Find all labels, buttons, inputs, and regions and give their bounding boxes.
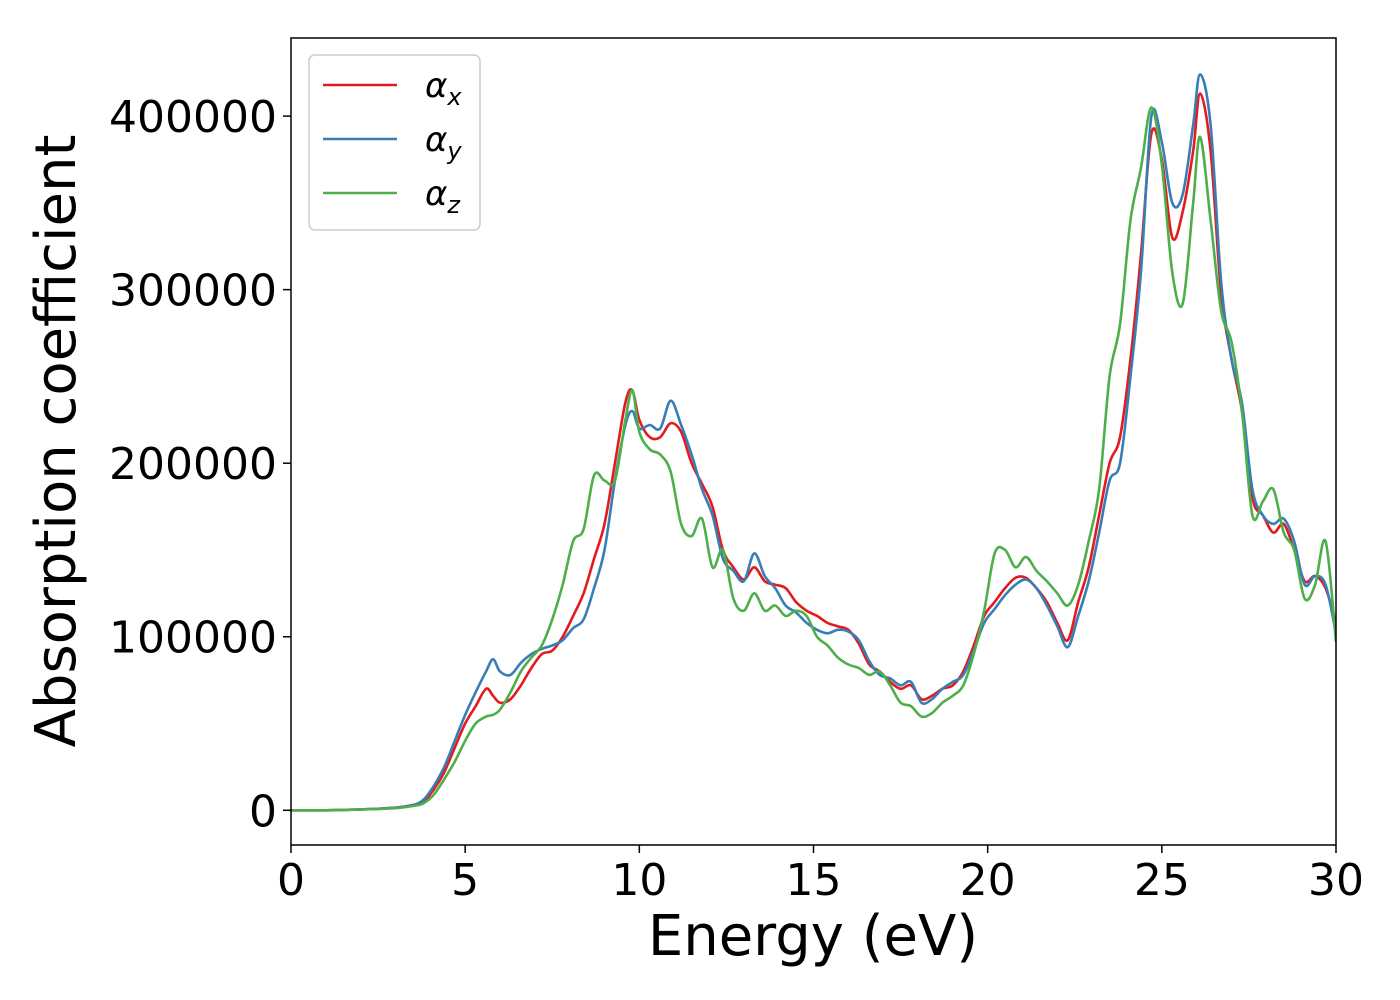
x-tick-label: 5 (451, 855, 479, 906)
y-axis: 0 100000 200000 300000 400000 (109, 92, 291, 837)
x-tick-label: 0 (277, 855, 305, 906)
x-axis: 0 5 10 15 20 25 30 (277, 845, 1364, 906)
x-tick-label: 30 (1308, 855, 1364, 906)
series-line-z (291, 106, 1336, 812)
series-line-y (291, 73, 1336, 812)
series-layer (291, 73, 1336, 812)
x-tick-label: 25 (1134, 855, 1190, 906)
x-tick-label: 15 (786, 855, 842, 906)
y-tick-label: 0 (249, 786, 277, 837)
x-tick-label: 20 (960, 855, 1016, 906)
legend-label-z: αz (425, 174, 461, 219)
legend-label-x: αx (425, 66, 462, 111)
x-axis-title: Energy (eV) (648, 904, 978, 969)
y-tick-label: 100000 (109, 613, 277, 664)
legend: αx αy αz (308, 54, 481, 231)
legend-label-y: αy (425, 120, 462, 165)
series-line-x (291, 92, 1336, 812)
x-tick-label: 10 (611, 855, 667, 906)
legend-box (308, 54, 481, 231)
y-tick-label: 200000 (109, 439, 277, 490)
y-tick-label: 300000 (109, 266, 277, 317)
y-axis-title: Absorption coefficient (24, 135, 89, 748)
y-tick-label: 400000 (109, 92, 277, 143)
